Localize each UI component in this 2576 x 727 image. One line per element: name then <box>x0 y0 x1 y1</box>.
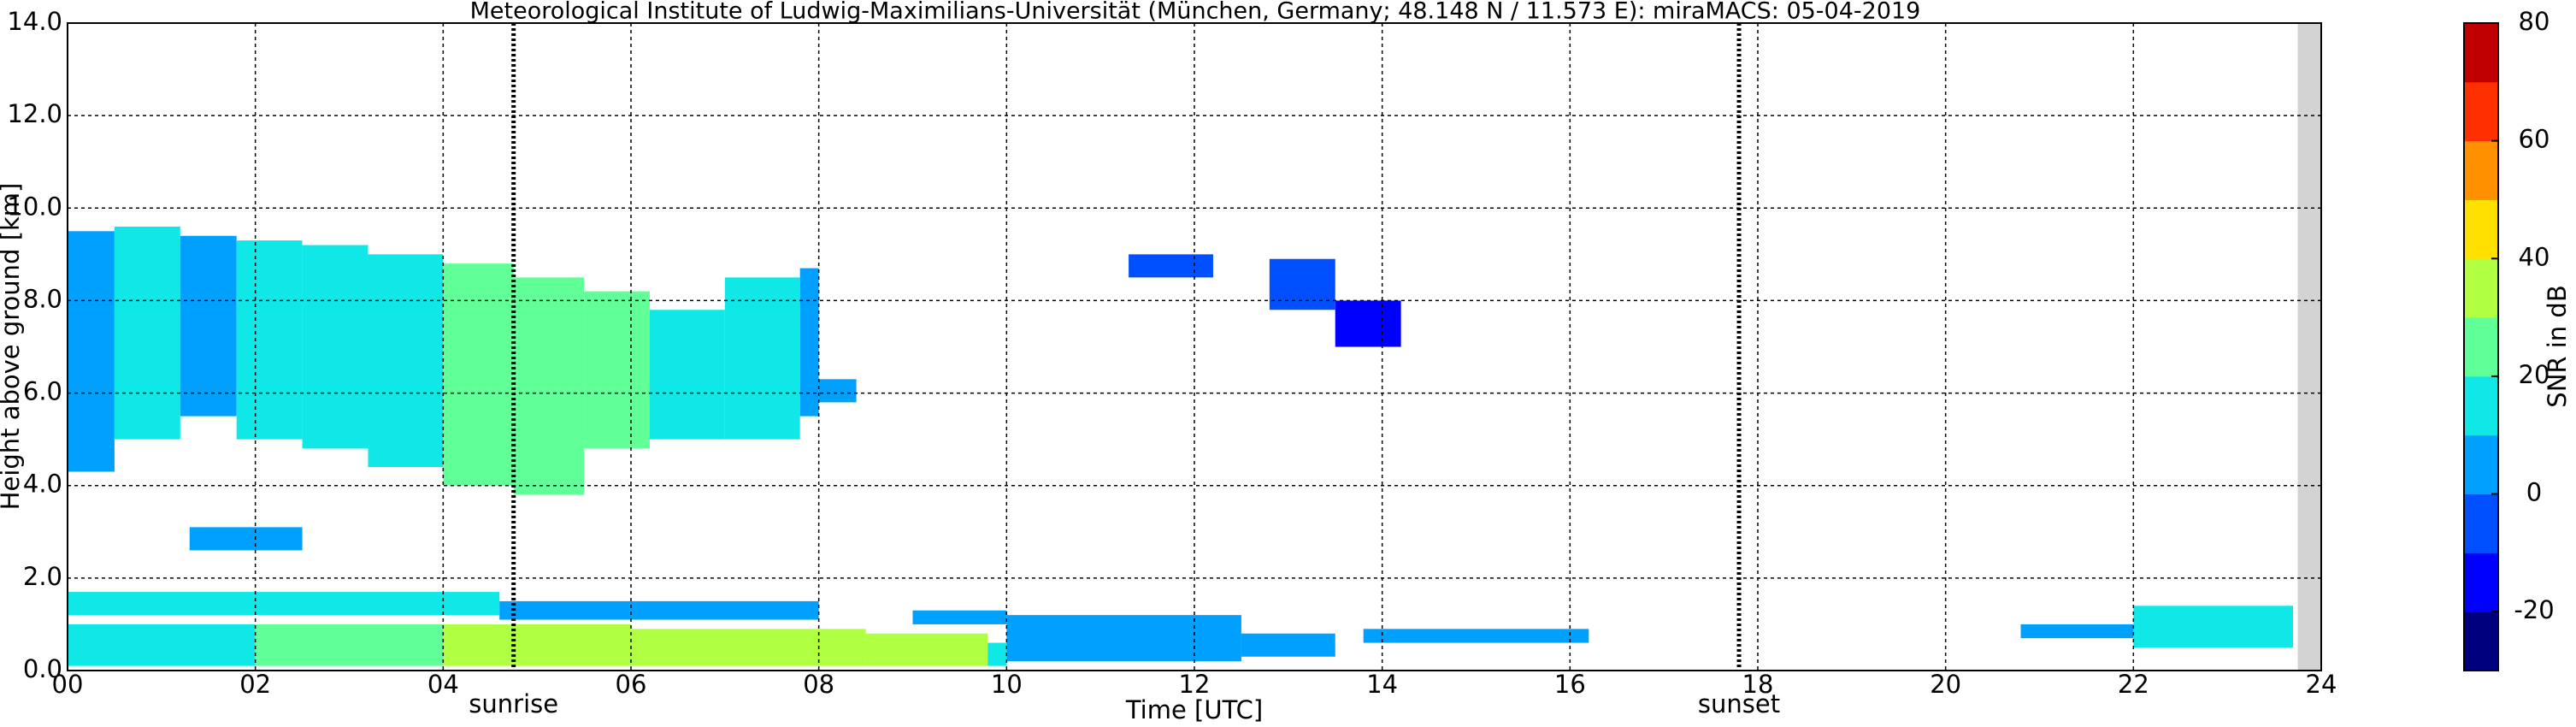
echo-cell <box>865 633 988 666</box>
x-tick-label: 14 <box>1366 670 1398 699</box>
echo-cell <box>114 226 180 440</box>
x-axis-label: Time [UTC] <box>1125 695 1263 724</box>
echo-cell <box>1129 254 1213 278</box>
echo-cell <box>189 527 303 551</box>
echo-cell <box>368 254 444 468</box>
colorbar-tick-label: 40 <box>2519 242 2550 271</box>
x-tick-label: 06 <box>616 670 647 699</box>
echo-cell <box>1241 633 1335 657</box>
echo-cell <box>302 245 368 449</box>
x-tick-label: 16 <box>1554 670 1586 699</box>
echo-cell <box>799 268 819 417</box>
echo-cell <box>68 592 500 616</box>
x-tick-label: 12 <box>1179 670 1211 699</box>
colorbar-segment <box>2464 434 2498 495</box>
x-tick-label: 18 <box>1742 670 1774 699</box>
echo-cell <box>255 624 444 666</box>
colorbar-segment <box>2464 494 2498 553</box>
echo-cell <box>68 624 256 666</box>
colorbar-segment <box>2464 553 2498 612</box>
echo-cell <box>180 235 237 417</box>
colorbar-tick-label: 0 <box>2526 478 2542 507</box>
colorbar-segment <box>2464 81 2498 142</box>
echo-cell <box>649 310 725 440</box>
echo-cell <box>631 629 866 666</box>
plot-frame <box>67 22 2322 671</box>
echo-cell <box>236 240 303 440</box>
y-tick-label: 4.0 <box>23 470 62 499</box>
colorbar-segment <box>2464 258 2498 318</box>
echo-cell <box>443 263 514 486</box>
echo-cell <box>1006 615 1241 662</box>
echo-cell <box>818 379 857 403</box>
echo-cell <box>1363 629 1589 643</box>
echo-cell <box>987 642 1007 666</box>
colorbar-tick-label: 60 <box>2519 125 2550 154</box>
x-tick-label: 10 <box>991 670 1023 699</box>
echo-cell <box>584 291 650 449</box>
y-tick-label: 8.0 <box>23 284 62 313</box>
colorbar-frame <box>2463 22 2499 671</box>
colorbar-tick-label: 20 <box>2519 360 2550 389</box>
y-tick-label: 2.0 <box>23 562 62 591</box>
event-label: sunrise <box>469 689 558 718</box>
x-tick-label: 04 <box>427 670 459 699</box>
y-axis-label: Height above ground [km] <box>0 183 25 511</box>
x-tick-label: 22 <box>2118 670 2149 699</box>
x-tick-label: 24 <box>2306 670 2337 699</box>
y-tick-label: 14.0 <box>7 7 62 36</box>
chart-title: Meteorological Institute of Ludwig-Maxim… <box>470 0 1921 25</box>
echo-cell <box>68 231 115 472</box>
echo-cell <box>2133 606 2294 647</box>
colorbar-segment <box>2464 375 2498 436</box>
echo-cell <box>1269 258 1335 310</box>
echo-cell <box>724 277 800 440</box>
no-data-region <box>2297 23 2321 671</box>
echo-cell <box>513 277 585 495</box>
echo-cell <box>1335 300 1401 347</box>
event-label: sunset <box>1698 689 1780 718</box>
echo-cell <box>912 610 1007 624</box>
colorbar-tick-label: 80 <box>2519 7 2550 36</box>
colorbar-segment <box>2464 199 2498 259</box>
echo-cell <box>499 600 819 620</box>
x-tick-label: 00 <box>52 670 84 699</box>
y-tick-label: 10.0 <box>7 192 62 221</box>
colorbar-segment <box>2464 317 2498 377</box>
echo-cell <box>2020 624 2134 639</box>
echo-cell <box>443 624 631 666</box>
x-tick-label: 02 <box>239 670 271 699</box>
x-tick-label: 08 <box>803 670 834 699</box>
y-tick-label: 6.0 <box>23 377 62 406</box>
colorbar-segment <box>2464 612 2498 671</box>
colorbar-segment <box>2464 23 2498 83</box>
colorbar-label: SNR in dB <box>2543 285 2572 407</box>
y-tick-label: 0.0 <box>23 654 62 683</box>
x-tick-label: 20 <box>1930 670 1961 699</box>
colorbar-tick-label: -20 <box>2514 595 2554 624</box>
y-tick-label: 12.0 <box>7 99 62 128</box>
colorbar-segment <box>2464 140 2498 200</box>
